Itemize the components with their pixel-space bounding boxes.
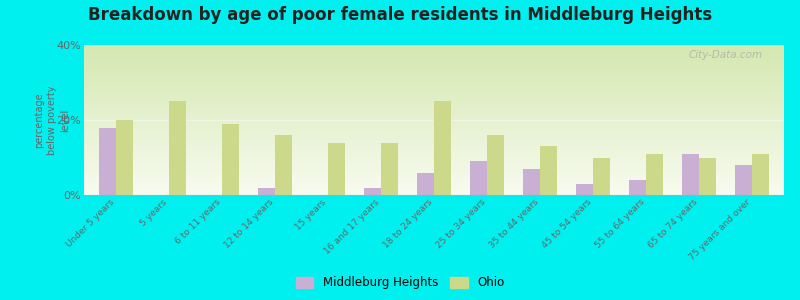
Bar [682, 154, 699, 195]
Bar [735, 165, 752, 195]
Bar [470, 161, 487, 195]
Bar [417, 172, 434, 195]
Legend: Middleburg Heights, Ohio: Middleburg Heights, Ohio [291, 272, 509, 294]
Bar [593, 158, 610, 195]
Bar [275, 135, 292, 195]
Bar [222, 124, 239, 195]
Bar [646, 154, 663, 195]
Bar [328, 142, 345, 195]
Bar [364, 188, 381, 195]
Bar [487, 135, 504, 195]
Bar [169, 101, 186, 195]
Bar [116, 120, 133, 195]
Text: Breakdown by age of poor female residents in Middleburg Heights: Breakdown by age of poor female resident… [88, 6, 712, 24]
Bar [629, 180, 646, 195]
Bar [540, 146, 557, 195]
Bar [752, 154, 769, 195]
Bar [381, 142, 398, 195]
Y-axis label: percentage
below poverty
level: percentage below poverty level [34, 85, 70, 155]
Text: City-Data.com: City-Data.com [689, 50, 763, 59]
Bar [699, 158, 716, 195]
Bar [576, 184, 593, 195]
Bar [99, 128, 116, 195]
Bar [258, 188, 275, 195]
Bar [434, 101, 451, 195]
Bar [523, 169, 540, 195]
